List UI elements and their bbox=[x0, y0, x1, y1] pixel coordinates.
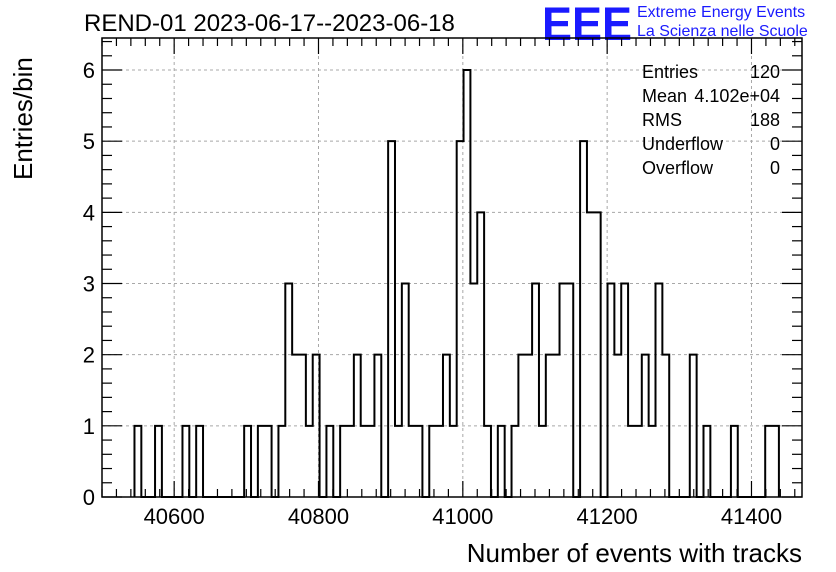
histogram-bin bbox=[347, 426, 354, 497]
x-tick-label: 41000 bbox=[432, 504, 493, 529]
histogram-bin bbox=[368, 426, 375, 497]
stats-overflow-value: 0 bbox=[769, 158, 780, 178]
logo-line-1: Extreme Energy Events bbox=[637, 4, 806, 21]
logo-line-2: La Scienza nelle Scuole bbox=[637, 23, 808, 40]
histogram-bin bbox=[450, 426, 457, 497]
histogram-bin bbox=[388, 141, 395, 497]
y-tick-label: 2 bbox=[83, 343, 95, 368]
histogram-bin bbox=[436, 426, 443, 497]
histogram-bin bbox=[278, 426, 285, 497]
y-tick-label: 1 bbox=[83, 414, 95, 439]
stats-entries-label: Entries bbox=[642, 62, 699, 82]
x-tick-label: 40800 bbox=[288, 504, 349, 529]
logo-text: Extreme Energy Events La Scienza nelle S… bbox=[637, 3, 808, 41]
histogram-bin bbox=[361, 426, 368, 497]
histogram-bin bbox=[306, 426, 313, 497]
histogram-bin bbox=[429, 426, 436, 497]
stats-mean-value: 4.102e+04 bbox=[694, 86, 780, 106]
plot-frame bbox=[101, 37, 803, 498]
histogram-bin bbox=[470, 284, 477, 497]
histogram-bin bbox=[134, 426, 141, 497]
x-tick-label: 40600 bbox=[144, 504, 205, 529]
histogram-bin bbox=[182, 426, 189, 497]
eee-logo-icon: EEE bbox=[542, 2, 632, 44]
histogram-bin bbox=[244, 426, 251, 497]
x-tick-label: 41400 bbox=[721, 504, 782, 529]
histogram-bin bbox=[512, 426, 519, 497]
histogram-bin bbox=[649, 426, 656, 497]
stats-row-overflow: Overflow 0 bbox=[642, 156, 780, 180]
stats-row-entries: Entries 120 bbox=[642, 60, 780, 84]
stats-overflow-label: Overflow bbox=[642, 158, 714, 178]
y-tick-label: 3 bbox=[83, 272, 95, 297]
histogram-bin bbox=[498, 426, 505, 497]
histogram-bin bbox=[532, 284, 539, 497]
histogram-bin bbox=[484, 426, 491, 497]
stats-entries-value: 120 bbox=[749, 62, 780, 82]
stats-row-mean: Mean 4.102e+04 bbox=[642, 84, 780, 108]
histogram-bin bbox=[560, 284, 567, 497]
logo-mark: EEE bbox=[542, 2, 632, 44]
histogram-bin bbox=[635, 426, 642, 497]
x-axis-label: Number of events with tracks bbox=[467, 538, 802, 568]
y-tick-label: 5 bbox=[83, 129, 95, 154]
y-tick-label: 0 bbox=[83, 485, 95, 510]
stats-rms-label: RMS bbox=[642, 110, 682, 130]
histogram-bin bbox=[703, 426, 710, 497]
histogram-bin bbox=[258, 426, 265, 497]
histogram-bin bbox=[402, 284, 409, 497]
stats-box: Entries 120 Mean 4.102e+04 RMS 188 Under… bbox=[642, 60, 780, 180]
histogram-bin bbox=[285, 284, 292, 497]
histogram-bin bbox=[155, 426, 162, 497]
histogram-bin bbox=[566, 284, 573, 497]
histogram-bin bbox=[772, 426, 779, 497]
histogram-bin bbox=[621, 284, 628, 497]
histogram-bin bbox=[196, 426, 203, 497]
histogram-bin bbox=[326, 426, 333, 497]
stats-row-rms: RMS 188 bbox=[642, 108, 780, 132]
stats-underflow-value: 0 bbox=[769, 134, 780, 154]
stats-row-underflow: Underflow 0 bbox=[642, 132, 780, 156]
x-tick-label: 41200 bbox=[577, 504, 638, 529]
stats-mean-label: Mean bbox=[642, 86, 688, 106]
histogram-bin bbox=[416, 426, 423, 497]
histogram-bin bbox=[731, 426, 738, 497]
chart-title: REND-01 2023-06-17--2023-06-18 bbox=[84, 10, 455, 37]
histogram-bin bbox=[265, 426, 272, 497]
histogram-bin bbox=[539, 426, 546, 497]
stats-rms-value: 188 bbox=[749, 110, 780, 130]
histogram-bin bbox=[608, 284, 615, 497]
y-axis-label: Entries/bin bbox=[8, 57, 38, 180]
histogram-bin bbox=[580, 141, 587, 497]
y-tick-label: 6 bbox=[83, 58, 95, 83]
histogram-bin bbox=[765, 426, 772, 497]
histogram-bin bbox=[409, 426, 416, 497]
y-tick-label: 4 bbox=[83, 200, 95, 225]
histogram-bin bbox=[628, 426, 635, 497]
stats-underflow-label: Underflow bbox=[642, 134, 724, 154]
histogram-bin bbox=[395, 426, 402, 497]
histogram-bin bbox=[656, 284, 663, 497]
histogram-bin bbox=[340, 426, 347, 497]
